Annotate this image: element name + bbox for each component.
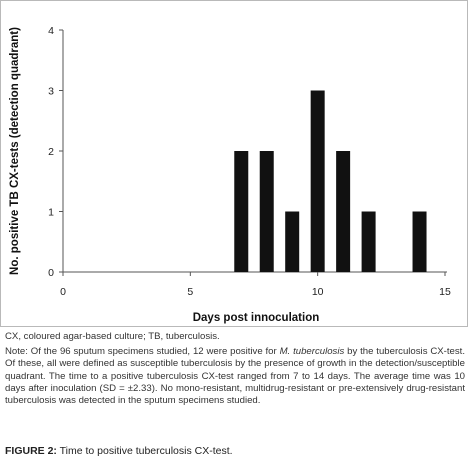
- bar-day-11: [336, 151, 351, 272]
- y-axis-title: No. positive TB CX-tests (detection quad…: [9, 27, 21, 275]
- figure-label: FIGURE 2:: [5, 445, 57, 457]
- bar-day-7: [234, 151, 249, 272]
- bar-day-14: [412, 211, 427, 272]
- y-tick-label: 3: [48, 86, 54, 98]
- x-tick-label: 15: [439, 286, 451, 298]
- x-axis-title: Days post innoculation: [193, 312, 320, 324]
- figure-frame: 0 1 2 3 4 0 5 10 15 Days post innoculation No. p…: [0, 0, 468, 327]
- chart-ticks: 0 1 2 3 4 0 5 10 15: [48, 25, 451, 298]
- bar-day-8: [259, 151, 274, 272]
- abbreviations-note: CX, coloured agar-based culture; TB, tub…: [5, 331, 220, 342]
- species-name: M. tuberculosis: [279, 346, 345, 358]
- x-tick-label: 5: [187, 286, 193, 298]
- y-tick-label: 4: [48, 25, 54, 37]
- chart-axes: [62, 30, 447, 273]
- bar-day-9: [285, 211, 300, 272]
- chart-bars: [234, 90, 427, 272]
- bar-day-12: [361, 211, 376, 272]
- bar-chart: 0 1 2 3 4 0 5 10 15 Days post innoculation No. p…: [9, 25, 451, 324]
- figure-title: Time to positive tuberculosis CX-test.: [56, 445, 233, 457]
- bar-day-10: [310, 90, 325, 272]
- x-tick-label: 0: [60, 286, 66, 298]
- y-tick-label: 0: [48, 267, 54, 279]
- y-tick-label: 2: [48, 146, 54, 158]
- y-tick-label: 1: [48, 207, 54, 219]
- study-note-text-end: by the tuberculosis CX-test. Of these, a…: [5, 346, 465, 407]
- figure-caption: FIGURE 2: Time to positive tuberculosis …: [5, 445, 465, 457]
- figure-notes: CX, coloured agar-based culture; TB, tub…: [5, 331, 465, 410]
- study-note: Note: Of the 96 sputum specimens studied…: [5, 346, 465, 407]
- study-note-text-start: Note: Of the 96 sputum specimens studied…: [5, 346, 280, 358]
- x-tick-label: 10: [312, 286, 324, 298]
